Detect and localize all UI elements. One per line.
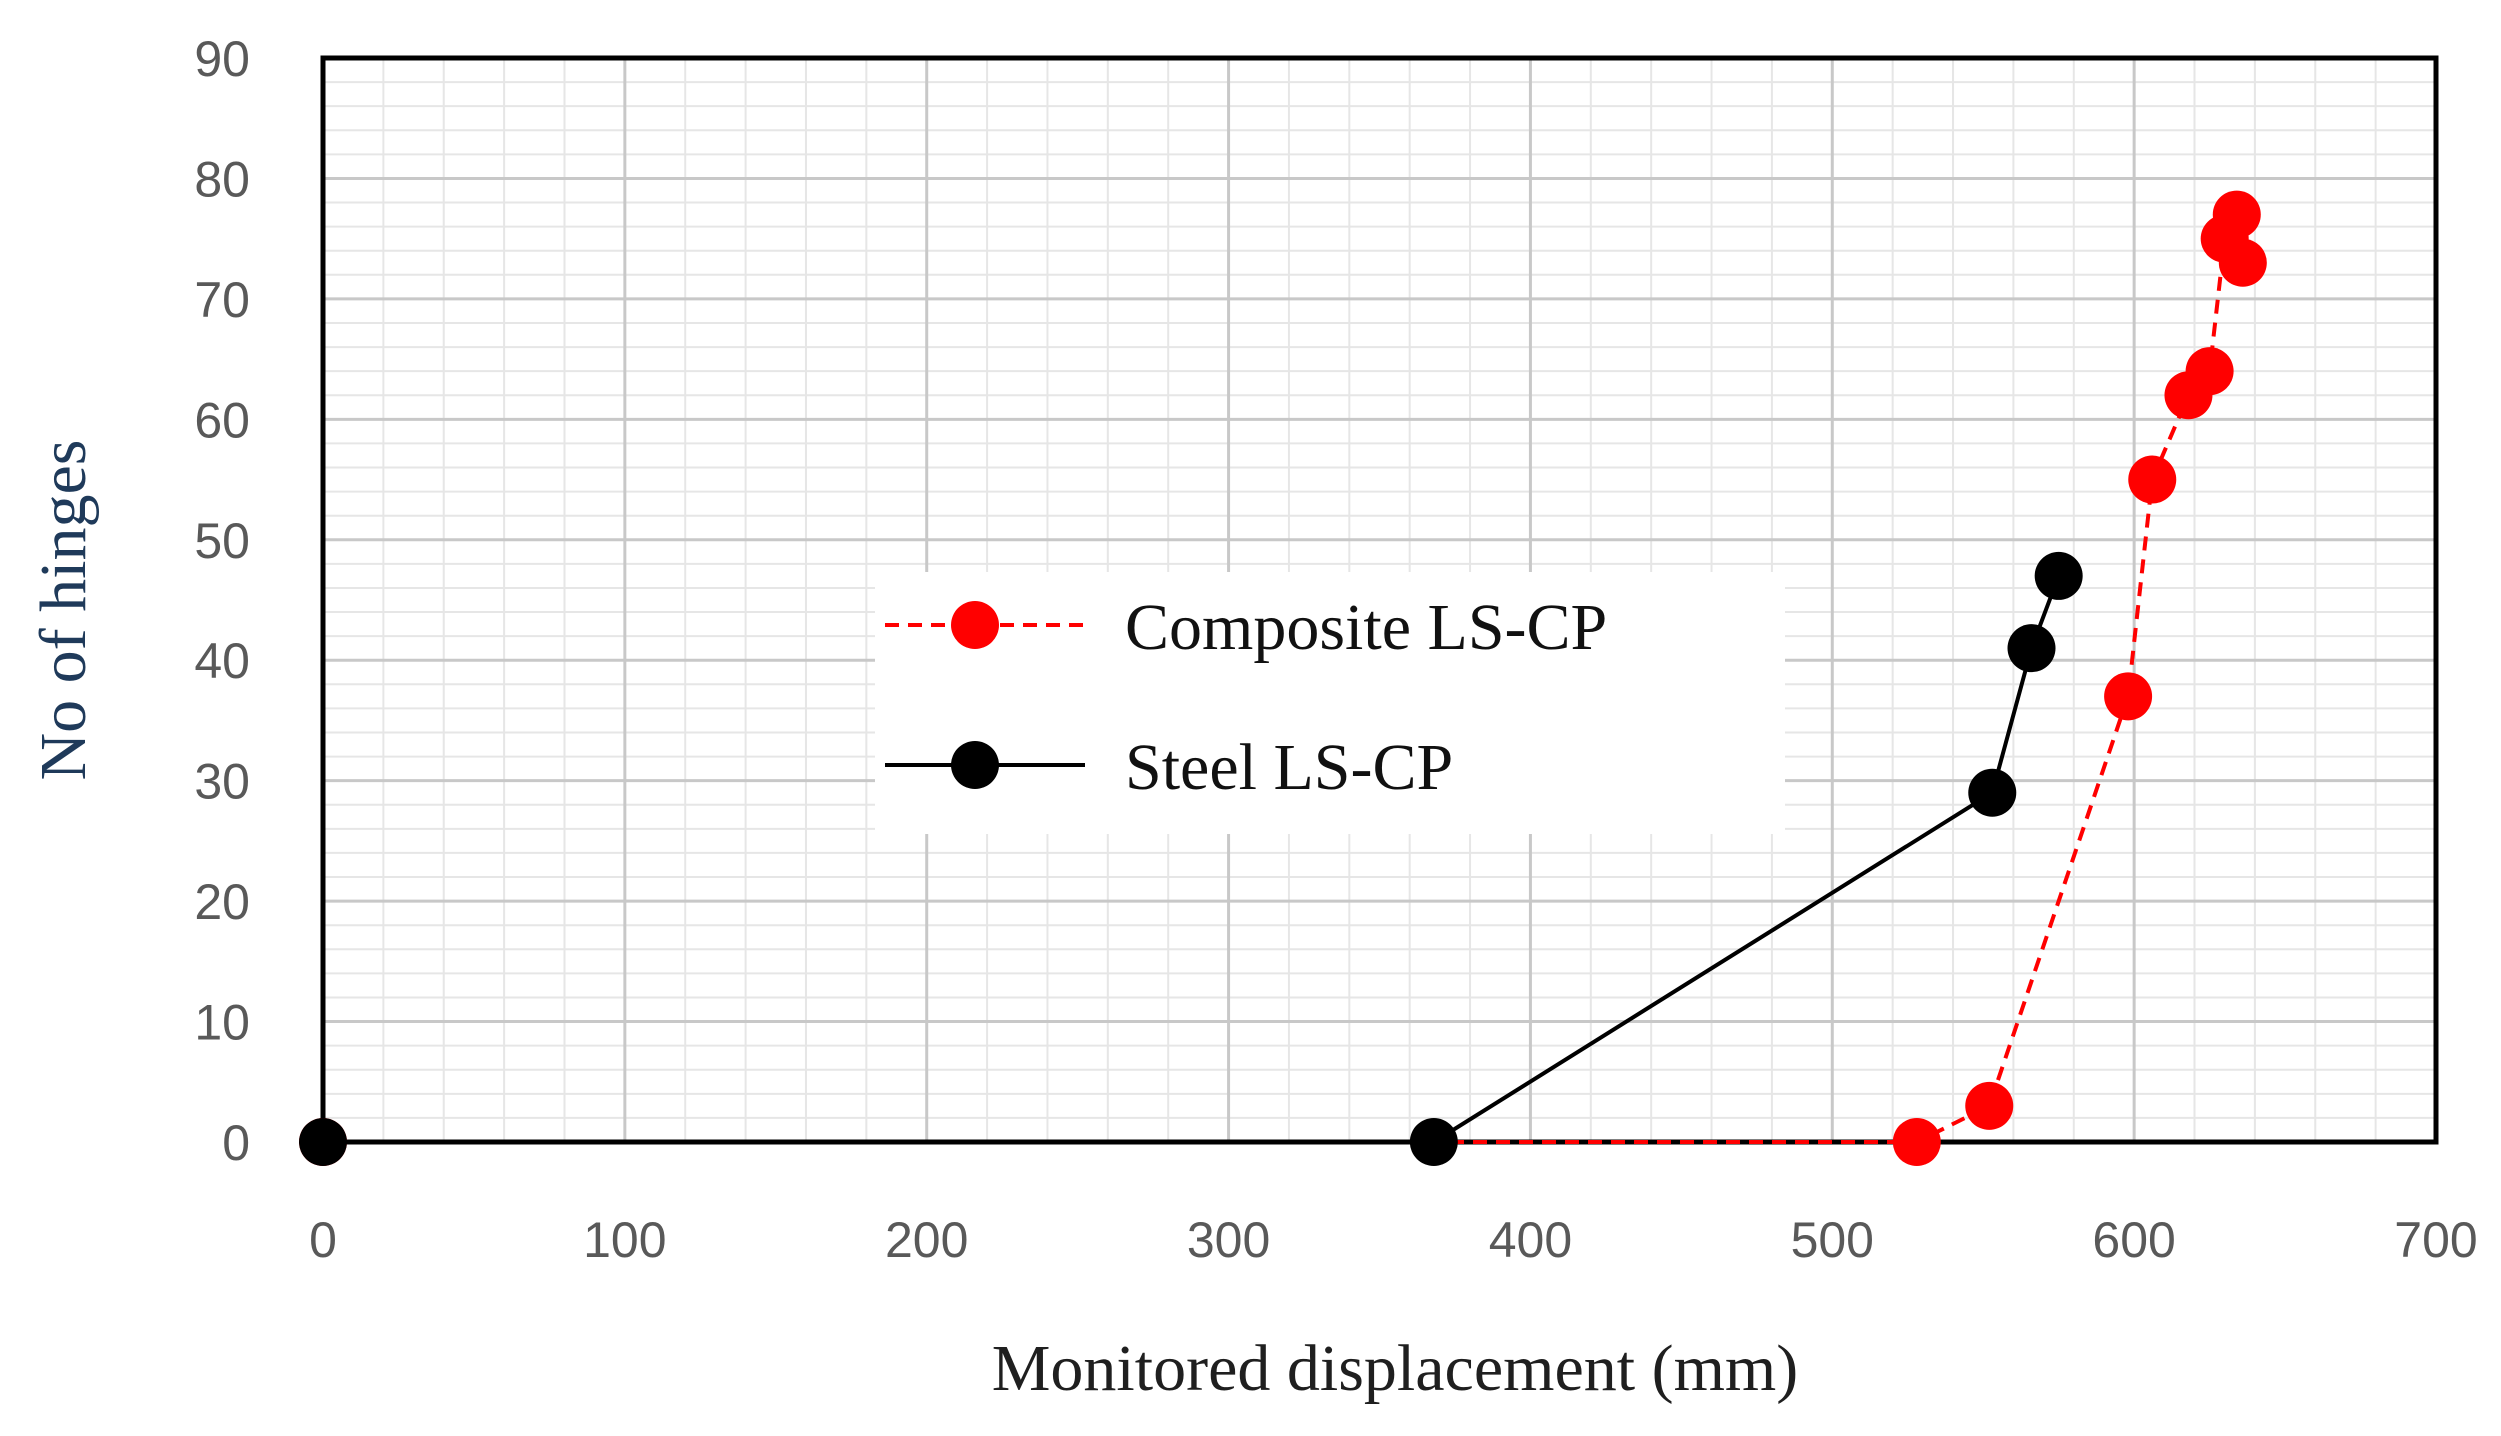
y-tick-label: 30 [194, 754, 250, 810]
y-tick-label: 60 [194, 392, 250, 448]
y-tick-label: 80 [194, 151, 250, 207]
data-point [1892, 1118, 1941, 1166]
x-tick-label: 700 [2394, 1212, 2477, 1268]
series [299, 190, 2267, 1166]
x-tick-label: 300 [1187, 1212, 1270, 1268]
x-tick-label: 400 [1489, 1212, 1572, 1268]
tick-labels: 0 100 200 300 400 500 600 700 0 10 20 30 40 50 60 70 80 9… [194, 31, 2477, 1268]
series-steel [299, 551, 2083, 1166]
y-tick-label: 40 [194, 633, 250, 689]
y-tick-label: 90 [194, 31, 250, 87]
data-point [1968, 768, 2017, 817]
y-tick-label: 0 [222, 1115, 250, 1171]
data-point [2104, 672, 2153, 721]
legend-label: Composite LS-CP [1125, 591, 1607, 664]
y-tick-label: 50 [194, 513, 250, 569]
x-axis-title: Monitored displacement (mm) [992, 1332, 1798, 1405]
y-tick-label: 20 [194, 874, 250, 930]
legend-label: Steel LS-CP [1125, 731, 1453, 804]
data-point [2007, 624, 2056, 673]
y-tick-label: 10 [194, 995, 250, 1051]
legend: Composite LS-CP Steel LS-CP [875, 572, 1785, 834]
data-point [2034, 551, 2083, 600]
data-point [1965, 1081, 2014, 1130]
series-line [323, 214, 2246, 1144]
x-tick-label: 200 [885, 1212, 968, 1268]
data-point [2128, 455, 2177, 504]
legend-swatch-marker [951, 741, 999, 789]
data-point [1409, 1118, 1458, 1166]
y-axis-title: No of hinges [27, 440, 100, 781]
data-point [2218, 238, 2267, 287]
legend-swatch-marker [951, 601, 999, 649]
x-tick-label: 500 [1791, 1212, 1874, 1268]
x-tick-label: 0 [309, 1212, 337, 1268]
data-point [2185, 347, 2234, 396]
data-point [299, 1118, 347, 1166]
legend-box [875, 572, 1785, 834]
x-tick-label: 600 [2092, 1212, 2175, 1268]
x-tick-label: 100 [583, 1212, 666, 1268]
y-tick-label: 70 [194, 272, 250, 328]
data-point [2212, 190, 2261, 239]
